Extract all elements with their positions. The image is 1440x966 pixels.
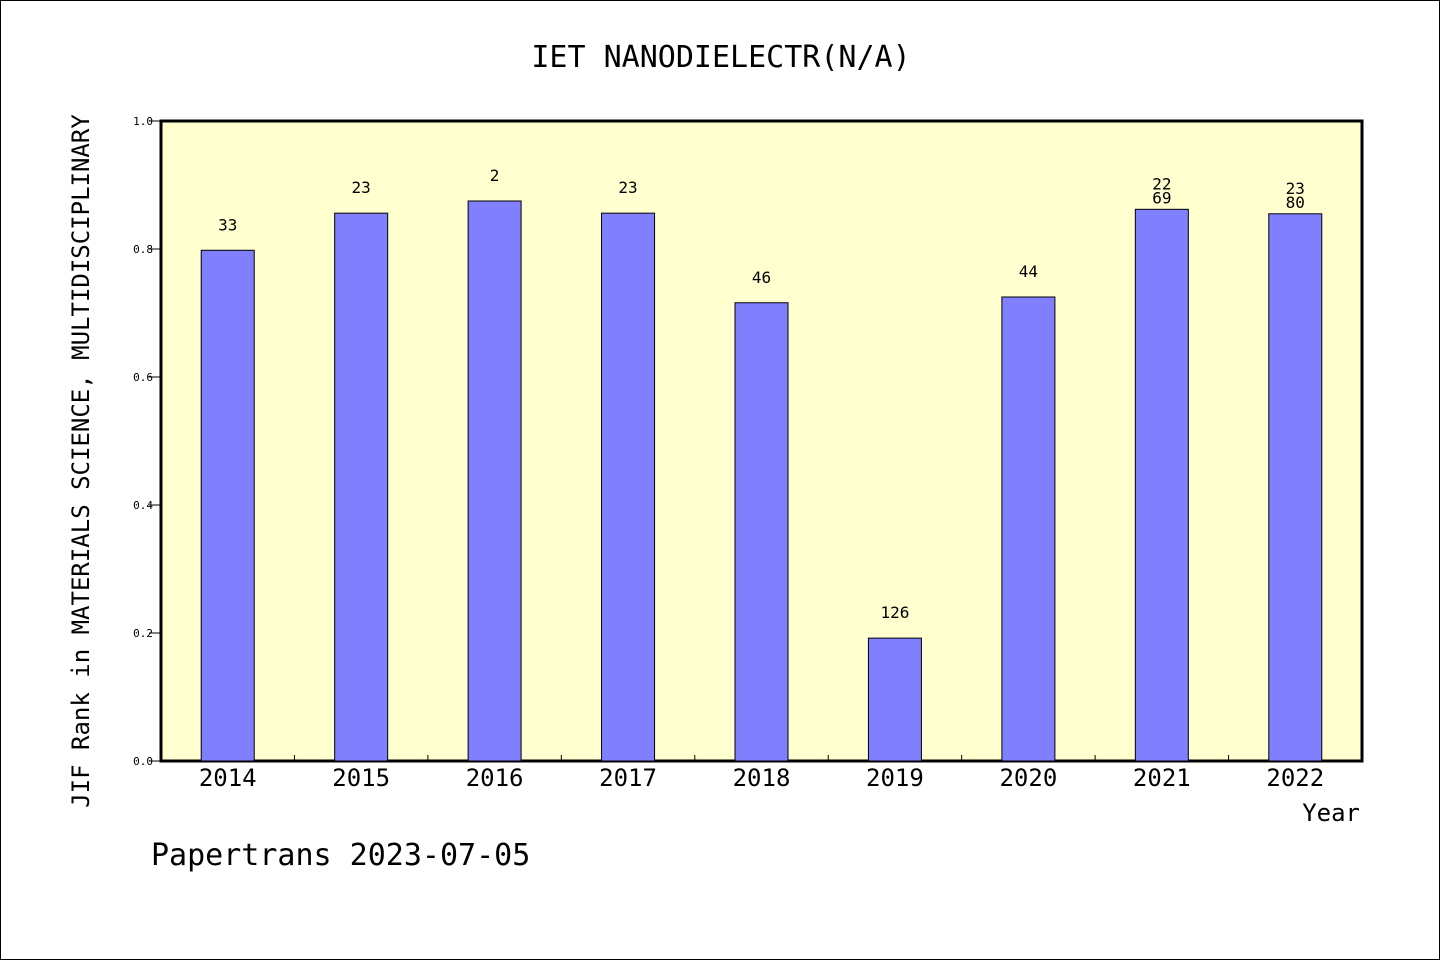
bar-2021 (1134, 208, 1189, 762)
bar-2016 (467, 200, 522, 762)
bar-2015 (334, 212, 389, 762)
data-label: 23 (1286, 179, 1305, 198)
bar-2022 (1268, 213, 1323, 762)
y-tick-label: 0.0 (133, 755, 153, 768)
y-tick-label: 0.2 (133, 627, 153, 640)
data-label: 33 (218, 215, 237, 234)
y-tick-label: 0.6 (133, 371, 153, 384)
bar-2017 (601, 212, 656, 762)
x-tick-label: 2018 (733, 764, 791, 792)
data-label: 126 (880, 603, 909, 622)
data-label: 23 (618, 178, 637, 197)
data-label: 80 (1286, 193, 1305, 212)
x-tick-label: 2015 (332, 764, 390, 792)
data-label: 2 (490, 166, 500, 185)
x-tick-label: 2017 (599, 764, 657, 792)
x-tick-label: 2019 (866, 764, 924, 792)
data-label: 22 (1152, 174, 1171, 193)
data-label: 44 (1019, 262, 1038, 281)
x-tick-label: 2020 (999, 764, 1057, 792)
y-tick-label: 0.8 (133, 243, 153, 256)
x-tick-label: 2021 (1133, 764, 1191, 792)
data-label: 23 (352, 178, 371, 197)
footer-text: Papertrans 2023-07-05 (151, 838, 530, 873)
y-tick-label: 1.0 (133, 115, 153, 128)
y-axis-label: JIF Rank in MATERIALS SCIENCE, MULTIDISC… (67, 114, 95, 808)
bar-2020 (1001, 296, 1056, 762)
x-tick-label: 2014 (199, 764, 257, 792)
chart-title: IET NANODIELECTR(N/A) (531, 40, 910, 75)
bar-2019 (867, 637, 922, 762)
x-axis-label: Year (1302, 799, 1360, 827)
x-tick-label: 2022 (1266, 764, 1324, 792)
data-label: 46 (752, 268, 771, 287)
y-tick-label: 0.4 (133, 499, 153, 512)
x-tick-label: 2016 (466, 764, 524, 792)
bar-2014 (200, 249, 255, 762)
data-label: 69 (1152, 188, 1171, 207)
bar-2018 (734, 302, 789, 762)
